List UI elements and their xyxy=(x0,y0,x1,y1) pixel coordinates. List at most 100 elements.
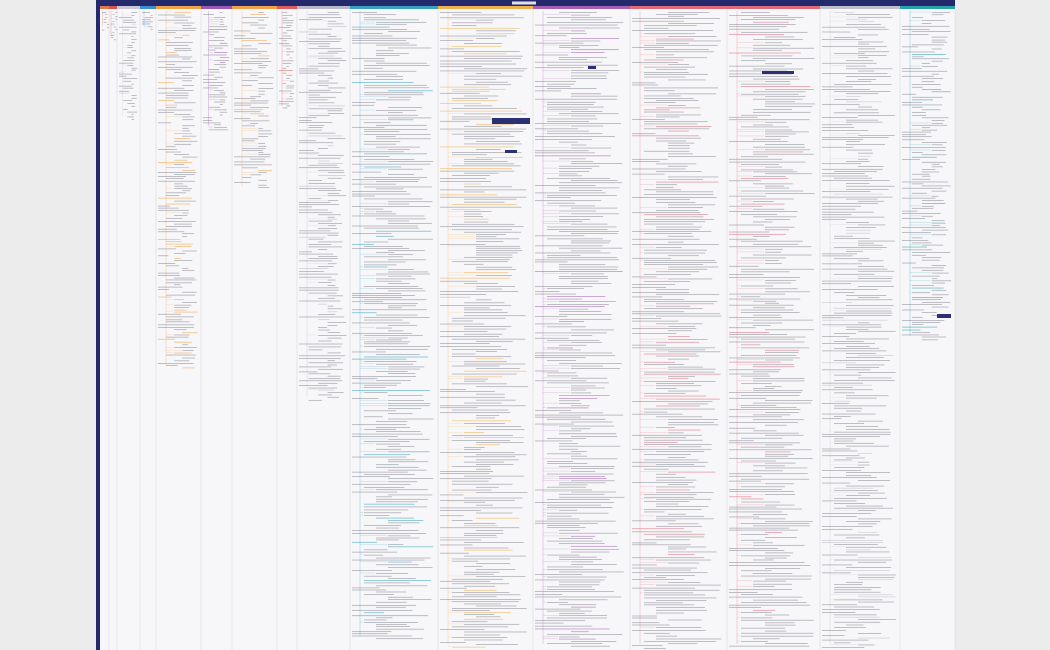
text-line xyxy=(327,263,337,265)
text-line xyxy=(559,205,596,207)
text-line xyxy=(464,283,498,284)
text-line xyxy=(476,358,504,360)
text-line xyxy=(632,276,657,278)
text-line xyxy=(308,164,338,166)
text-line xyxy=(571,548,619,550)
text-line xyxy=(452,116,491,118)
text-line xyxy=(571,240,612,242)
text-line xyxy=(166,54,179,56)
text-line xyxy=(834,341,864,342)
text-line xyxy=(656,398,720,400)
text-line xyxy=(921,202,946,204)
text-line xyxy=(535,136,616,137)
text-line xyxy=(166,42,193,43)
text-line xyxy=(174,284,181,286)
text-line xyxy=(729,511,782,513)
text-line xyxy=(834,99,859,100)
text-line xyxy=(352,12,377,13)
text-line xyxy=(131,55,136,57)
text-line xyxy=(931,278,938,280)
text-line xyxy=(318,85,329,86)
text-line xyxy=(741,19,796,20)
text-line xyxy=(729,304,794,306)
text-line xyxy=(571,95,618,97)
text-line xyxy=(753,47,815,49)
text-line xyxy=(119,62,134,64)
text-line xyxy=(834,467,865,468)
text-line xyxy=(741,407,797,408)
text-line xyxy=(364,487,405,488)
text-line xyxy=(858,200,884,202)
text-line xyxy=(571,147,612,149)
text-line xyxy=(668,375,695,377)
text-line xyxy=(308,362,344,364)
text-line xyxy=(632,615,657,617)
text-line xyxy=(352,332,413,334)
text-line xyxy=(352,29,407,30)
text-line xyxy=(308,246,342,248)
text-line xyxy=(834,112,880,114)
text-line xyxy=(858,601,894,603)
text-line xyxy=(822,263,862,265)
text-line xyxy=(571,329,615,331)
text-line xyxy=(166,146,176,148)
text-line xyxy=(656,486,696,488)
text-line xyxy=(753,402,812,404)
text-line xyxy=(364,84,427,86)
text-line xyxy=(834,53,865,55)
text-line xyxy=(571,365,604,367)
text-line xyxy=(547,197,571,198)
text-line xyxy=(559,443,578,445)
text-line xyxy=(902,104,943,106)
text-line xyxy=(822,319,888,321)
text-line xyxy=(376,50,394,52)
text-line xyxy=(858,41,884,43)
text-line xyxy=(632,544,691,546)
text-line xyxy=(921,109,941,111)
text-line xyxy=(452,608,527,609)
text-line xyxy=(846,222,869,223)
text-line xyxy=(846,549,871,551)
text-line xyxy=(765,133,796,135)
text-line xyxy=(559,496,625,498)
text-line xyxy=(547,486,587,488)
text-line xyxy=(931,91,951,93)
text-line xyxy=(388,535,411,537)
text-line xyxy=(729,26,787,28)
text-line xyxy=(376,371,408,372)
text-line xyxy=(921,89,942,90)
text-line xyxy=(476,299,492,301)
text-line xyxy=(208,106,221,108)
text-line xyxy=(741,344,761,346)
text-line xyxy=(258,142,266,144)
text-line xyxy=(535,155,611,157)
text-line xyxy=(765,187,790,189)
text-line xyxy=(911,242,932,244)
text-line xyxy=(376,539,399,541)
text-line xyxy=(559,187,620,189)
text-line xyxy=(822,139,864,140)
text-line xyxy=(158,19,189,21)
text-line xyxy=(656,349,706,351)
text-line xyxy=(644,274,691,275)
text-line xyxy=(858,531,877,533)
text-line xyxy=(308,38,342,40)
text-line xyxy=(765,483,794,485)
text-line xyxy=(299,157,341,159)
text-line xyxy=(632,119,665,120)
text-line xyxy=(352,35,393,37)
text-line xyxy=(632,212,701,214)
text-line xyxy=(902,147,946,148)
text-line xyxy=(846,338,889,340)
text-line xyxy=(822,448,851,450)
text-line xyxy=(376,585,428,587)
text-line xyxy=(571,468,614,469)
text-line xyxy=(388,438,430,440)
text-line xyxy=(258,77,274,79)
text-line xyxy=(656,323,703,325)
text-line xyxy=(571,451,587,452)
text-line xyxy=(166,44,189,46)
note-box xyxy=(937,314,951,318)
text-line xyxy=(921,336,947,338)
